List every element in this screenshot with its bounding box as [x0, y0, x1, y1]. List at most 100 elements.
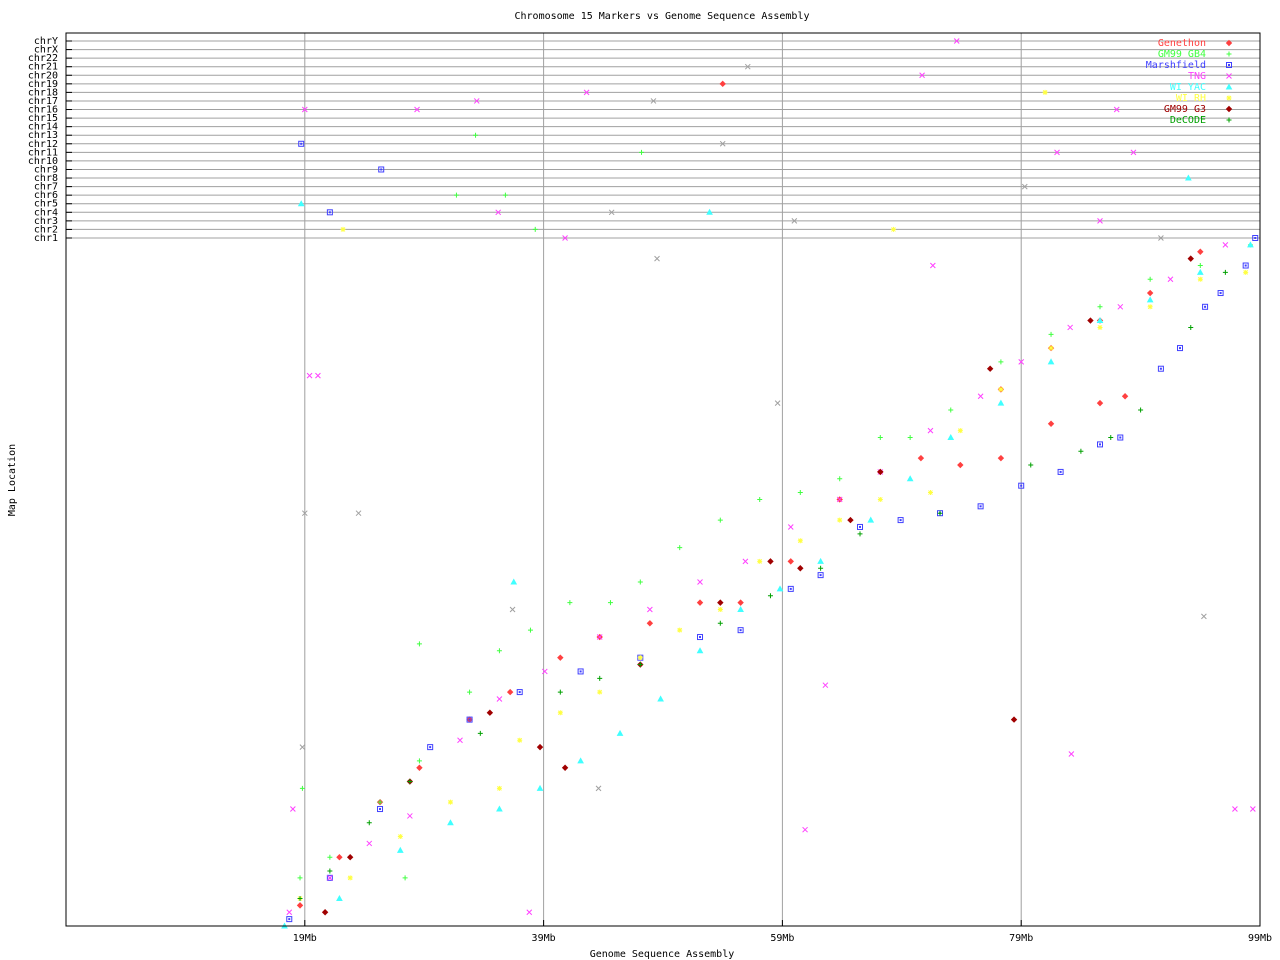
data-point [378, 166, 385, 173]
y-tick-label: chrX [34, 45, 58, 56]
data-point [857, 523, 864, 530]
data-point [327, 854, 333, 860]
y-tick-label: chr22 [28, 53, 58, 64]
data-point [1028, 462, 1034, 468]
data-point [997, 399, 1005, 406]
data-point [516, 689, 523, 696]
data-point [301, 106, 308, 113]
data-point [1097, 218, 1103, 224]
data-point [1097, 304, 1103, 310]
legend-label: WI RH [1176, 93, 1206, 104]
data-point [527, 627, 533, 633]
data-point [1157, 365, 1164, 372]
legend-item: Marshfield [1146, 60, 1232, 71]
legend-label: TNG [1188, 71, 1206, 82]
data-point [1243, 269, 1249, 275]
data-point [315, 372, 321, 379]
data-point [657, 695, 664, 702]
data-point [1130, 149, 1137, 156]
data-point [377, 799, 383, 805]
data-point [577, 757, 584, 764]
y-tick-label: chr6 [34, 190, 58, 201]
data-point [608, 209, 615, 216]
data-point [696, 647, 704, 654]
data-point [486, 709, 494, 716]
data-point [321, 909, 329, 916]
y-tick-label: chr17 [28, 96, 58, 107]
data-point [1167, 276, 1174, 283]
data-point [1117, 303, 1124, 310]
data-point [1047, 358, 1055, 365]
legend-item: WI YAC [1170, 82, 1233, 93]
data-point [536, 743, 544, 751]
data-point [396, 846, 404, 853]
data-point [977, 503, 984, 510]
data-point [927, 427, 934, 434]
data-point [495, 209, 502, 216]
data-point [937, 510, 943, 516]
data-point [1249, 806, 1256, 812]
data-point [1222, 269, 1228, 275]
data-point [541, 668, 548, 675]
data-point [650, 98, 657, 104]
data-point [717, 599, 724, 606]
data-point [397, 834, 403, 840]
data-point [1047, 420, 1055, 427]
y-tick-label: chrY [34, 36, 58, 47]
data-point [1010, 716, 1018, 723]
data-point [1197, 276, 1203, 282]
data-point [1087, 317, 1094, 324]
data-point [567, 600, 573, 606]
data-point [1078, 448, 1084, 454]
data-point [1242, 262, 1249, 269]
data-point [776, 585, 784, 592]
data-point [447, 799, 453, 805]
data-point [1108, 435, 1114, 441]
x-tick-label: 79Mb [1009, 933, 1033, 944]
data-point [377, 806, 384, 813]
y-tick-label: chr4 [34, 207, 58, 218]
data-point [1197, 248, 1204, 255]
data-point [1187, 255, 1194, 262]
data-point [1018, 358, 1025, 365]
data-point [697, 634, 704, 641]
data-point [1042, 89, 1048, 95]
data-point [847, 516, 854, 524]
data-point [696, 599, 704, 606]
data-point [877, 435, 883, 441]
data-point [1096, 317, 1104, 324]
data-point [998, 386, 1004, 392]
data-point [496, 785, 502, 791]
data-point [298, 140, 305, 147]
data-point [1097, 441, 1104, 448]
y-tick-label: chr13 [28, 130, 58, 141]
data-point [802, 826, 808, 833]
data-point [877, 496, 883, 502]
legend-marker-icon [1226, 117, 1232, 123]
legend-label: Marshfield [1146, 60, 1206, 71]
data-point [1054, 149, 1060, 156]
data-point [837, 517, 843, 523]
data-point [1197, 263, 1203, 269]
data-point [1048, 331, 1054, 337]
data-point [867, 516, 875, 523]
legend-item: Genethon [1158, 38, 1233, 49]
data-point [646, 620, 654, 627]
data-point [1068, 751, 1075, 757]
data-point [1185, 174, 1192, 181]
data-point [561, 764, 569, 771]
data-point [414, 106, 420, 113]
legend-label: GM99 G3 [1164, 104, 1206, 115]
data-point [637, 662, 643, 668]
axes: chrYchrXchr22chr21chr20chr19chr18chr17ch… [28, 36, 1272, 944]
data-point [1021, 183, 1028, 190]
legend-label: GM99 GB4 [1158, 49, 1206, 60]
data-point [457, 737, 463, 744]
data-point [774, 400, 781, 406]
data-point [416, 641, 422, 647]
data-point [1147, 304, 1153, 310]
data-point [737, 605, 744, 613]
